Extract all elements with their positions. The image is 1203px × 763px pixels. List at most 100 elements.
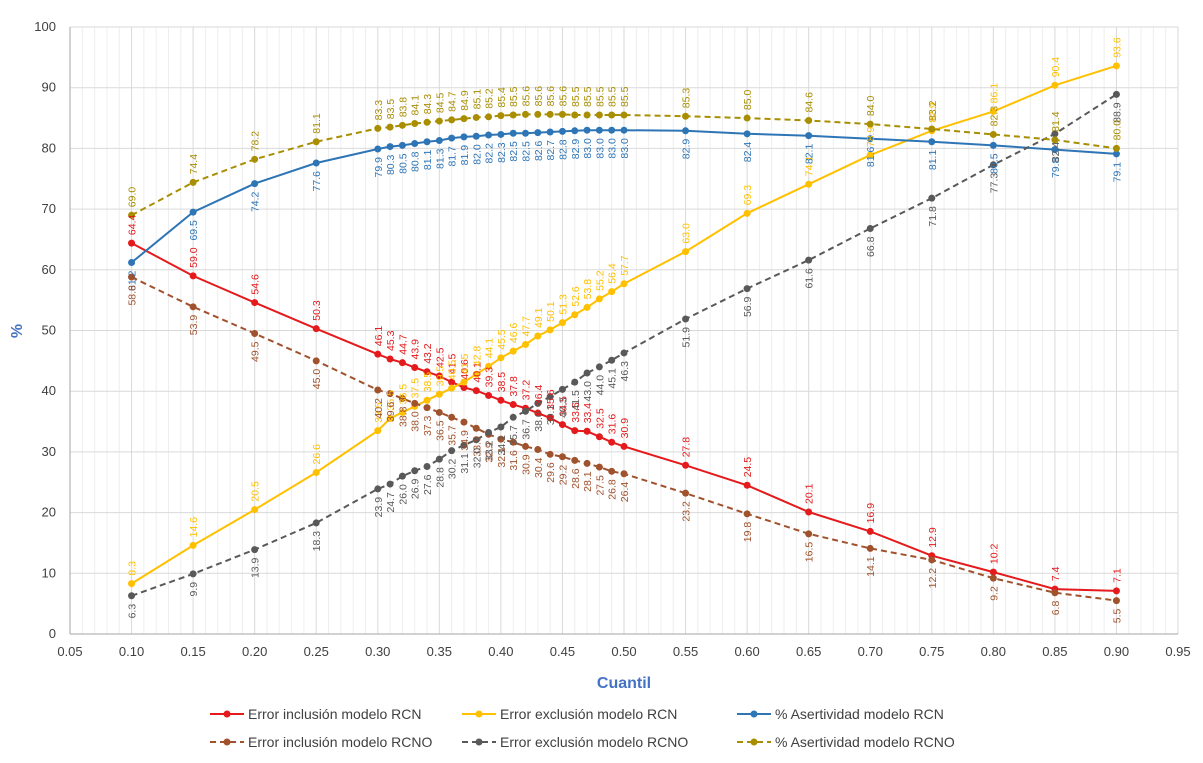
data-label: 85.6 [533, 86, 545, 107]
data-point [472, 436, 480, 444]
data-point [522, 340, 530, 348]
data-point [497, 423, 505, 431]
data-point [374, 350, 382, 358]
data-label: 86.1 [988, 83, 1000, 104]
data-point [620, 126, 628, 134]
data-label: 42.5 [434, 347, 446, 368]
data-point [928, 194, 936, 202]
data-label: 39.6 [385, 401, 397, 422]
data-point [398, 141, 406, 149]
data-point [448, 413, 456, 421]
data-point [989, 574, 997, 582]
data-point [460, 384, 468, 392]
data-label: 82.4 [742, 142, 754, 163]
data-label: 14.1 [865, 556, 877, 577]
data-point [989, 568, 997, 576]
data-point [312, 519, 320, 527]
data-label: 45.1 [607, 368, 619, 389]
data-label: 34.9 [459, 430, 471, 451]
data-label: 43.0 [582, 381, 594, 402]
data-point [608, 288, 616, 296]
data-label: 31.1 [459, 453, 471, 474]
data-point [374, 485, 382, 493]
data-label: 85.3 [681, 88, 693, 109]
data-label: 19.8 [742, 522, 754, 543]
data-label: 51.9 [681, 327, 693, 348]
data-label: 84.3 [422, 94, 434, 115]
data-point [620, 349, 628, 357]
data-point [546, 450, 554, 458]
legend-label: % Asertividad modelo RCN [775, 706, 944, 722]
data-label: 26.8 [607, 479, 619, 500]
data-point [583, 126, 591, 134]
data-label: 49.5 [250, 341, 262, 362]
data-point [1112, 597, 1120, 605]
data-point [682, 248, 690, 256]
data-point [546, 326, 554, 334]
data-point [805, 256, 813, 264]
legend-label: Error exclusión modelo RCN [500, 706, 677, 722]
y-tick-label: 40 [42, 383, 56, 398]
data-point [534, 409, 542, 417]
data-point [989, 107, 997, 115]
data-point [251, 299, 259, 307]
data-label: 35.6 [545, 389, 557, 410]
data-label: 66.8 [865, 236, 877, 257]
data-point [682, 461, 690, 469]
legend-label: Error inclusión modelo RCNO [248, 734, 433, 750]
data-point [128, 259, 136, 267]
data-point [460, 378, 468, 386]
data-point [485, 362, 493, 370]
data-label: 40.1 [471, 362, 483, 383]
data-label: 39.1 [545, 405, 557, 426]
data-label: 7.1 [1111, 568, 1123, 583]
data-point [423, 368, 431, 376]
data-label: 39.3 [484, 367, 496, 388]
data-point [485, 131, 493, 139]
series-layer [128, 62, 1120, 605]
data-point [1051, 146, 1059, 154]
data-label: 49.1 [533, 307, 545, 328]
data-label: 46.1 [373, 326, 385, 347]
data-label: 82.9 [570, 139, 582, 160]
data-label: 82.5 [521, 141, 533, 162]
data-label: 82.3 [496, 142, 508, 163]
data-point [251, 330, 259, 338]
data-point [608, 126, 616, 134]
data-label: 40.6 [459, 359, 471, 380]
data-label: 36.5 [434, 420, 446, 441]
data-point [435, 372, 443, 380]
data-label: 84.5 [434, 93, 446, 114]
data-point [1051, 130, 1059, 138]
data-label: 32.0 [471, 448, 483, 469]
data-point [423, 404, 431, 412]
data-point [251, 506, 259, 514]
data-label: 44.7 [397, 334, 409, 355]
data-label: 83.8 [397, 97, 409, 118]
legend-swatch-marker [223, 710, 231, 718]
data-point [583, 427, 591, 435]
data-label: 80.3 [385, 154, 397, 175]
x-tick-label: 0.50 [611, 644, 636, 659]
data-label: 26.4 [619, 482, 631, 503]
data-point [620, 280, 628, 288]
data-label: 23.2 [681, 501, 693, 522]
data-label: 85.5 [582, 86, 594, 107]
data-point [374, 386, 382, 394]
data-label: 32.9 [484, 442, 496, 463]
data-label: 16.5 [804, 542, 816, 563]
data-point [374, 145, 382, 153]
data-point [571, 456, 579, 464]
legend-swatch-marker [750, 738, 758, 746]
data-point [1112, 62, 1120, 70]
data-point [386, 143, 394, 151]
data-label: 26.9 [410, 479, 422, 500]
legend-label: % Asertividad modelo RCNO [775, 734, 955, 750]
data-point [1051, 81, 1059, 89]
data-point [866, 225, 874, 233]
data-point [189, 570, 197, 578]
data-label: 82.4 [1050, 142, 1062, 163]
data-label: 69.5 [188, 220, 200, 241]
x-tick-label: 0.90 [1104, 644, 1129, 659]
